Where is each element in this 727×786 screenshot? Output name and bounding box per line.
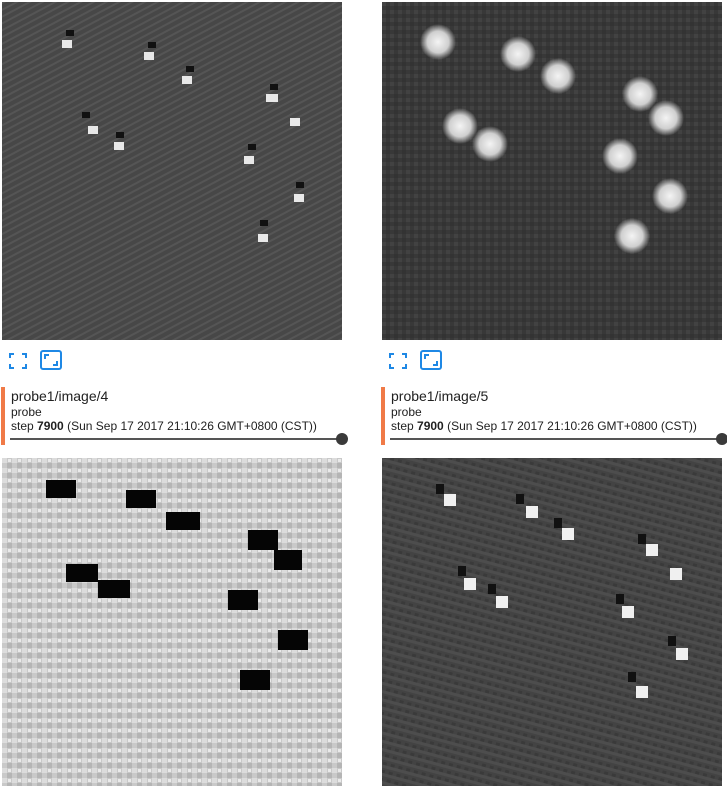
step-time: (Sun Sep 17 2017 21:10:26 GMT+0800 (CST)… [447,419,697,433]
fit-to-screen-button[interactable] [8,352,30,372]
step-slider[interactable] [390,432,727,446]
step-value: 7900 [417,419,444,433]
run-name: probe [11,405,42,419]
slider-thumb[interactable] [336,433,348,445]
actual-size-icon [40,350,62,370]
card-title: probe1/image/4 [11,388,109,404]
fullscreen-fit-icon [389,353,407,369]
slider-track [390,438,721,440]
slider-thumb[interactable] [716,433,727,445]
step-time: (Sun Sep 17 2017 21:10:26 GMT+0800 (CST)… [67,419,317,433]
card-title: probe1/image/5 [391,388,489,404]
step-info: step 7900 (Sun Sep 17 2017 21:10:26 GMT+… [11,419,347,434]
top-right-image [382,2,722,340]
actual-size-button[interactable] [420,350,442,370]
probe-image-4 [2,458,342,786]
image-card-header: probe1/image/5 probe step 7900 (Sun Sep … [381,387,727,445]
probe-image-5 [382,458,722,786]
step-label: step [391,419,414,433]
slider-track [10,438,341,440]
image-probe1-image-5 [382,458,722,786]
step-info: step 7900 (Sun Sep 17 2017 21:10:26 GMT+… [391,419,727,434]
image-top-right [382,2,722,340]
step-label: step [11,419,34,433]
actual-size-icon [420,350,442,370]
image-probe1-image-4 [2,458,342,786]
actual-size-button[interactable] [40,350,62,370]
fullscreen-fit-icon [9,353,27,369]
fit-to-screen-button[interactable] [388,352,410,372]
top-left-image [2,2,342,340]
image-card-header: probe1/image/4 probe step 7900 (Sun Sep … [1,387,347,445]
run-name: probe [391,405,422,419]
image-top-left [2,2,342,340]
step-value: 7900 [37,419,64,433]
step-slider[interactable] [10,432,348,446]
